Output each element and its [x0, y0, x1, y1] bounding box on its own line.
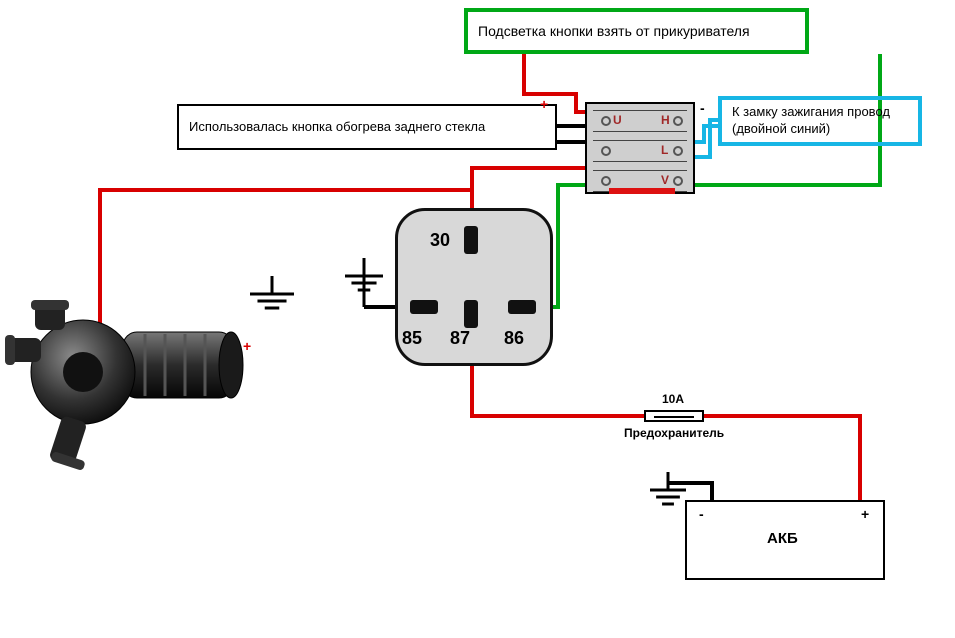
fuse-rating-label: 10A [662, 392, 684, 406]
fuse [644, 410, 704, 422]
switch-minus-label: - [700, 100, 705, 116]
switch-plus-label: + [540, 96, 548, 112]
backlight-note-text: Подсветка кнопки взять от прикуривателя [478, 22, 750, 40]
backlight-note-box: Подсветка кнопки взять от прикуривателя [464, 8, 809, 54]
battery-label: АКБ [767, 530, 798, 547]
relay-pin-label-87: 87 [450, 328, 470, 349]
relay-pin-label-86: 86 [504, 328, 524, 349]
relay-pin-86 [508, 300, 536, 314]
switch-block: U H L V [585, 102, 695, 194]
button-note-text: Использовалась кнопка обогрева заднего с… [189, 119, 485, 136]
pump-image [5, 300, 245, 470]
battery-minus: - [699, 506, 704, 522]
switch-terminal-U: U [613, 113, 622, 127]
switch-terminal-H: H [661, 113, 670, 127]
relay-pin-85 [410, 300, 438, 314]
fuse-label: Предохранитель [624, 426, 724, 440]
button-note-box: Использовалась кнопка обогрева заднего с… [177, 104, 557, 150]
relay-pin-label-85: 85 [402, 328, 422, 349]
switch-terminal-V: V [661, 173, 669, 187]
ignition-note-text: К замку зажигания провод (двойной синий) [732, 104, 908, 138]
relay-pin-30 [464, 226, 478, 254]
ignition-note-box: К замку зажигания провод (двойной синий) [718, 96, 922, 146]
battery-plus: + [861, 506, 869, 522]
switch-terminal-L: L [661, 143, 668, 157]
relay-pin-87 [464, 300, 478, 328]
relay-pin-label-30: 30 [430, 230, 450, 251]
diagram-stage: Подсветка кнопки взять от прикуривателя … [0, 0, 955, 638]
